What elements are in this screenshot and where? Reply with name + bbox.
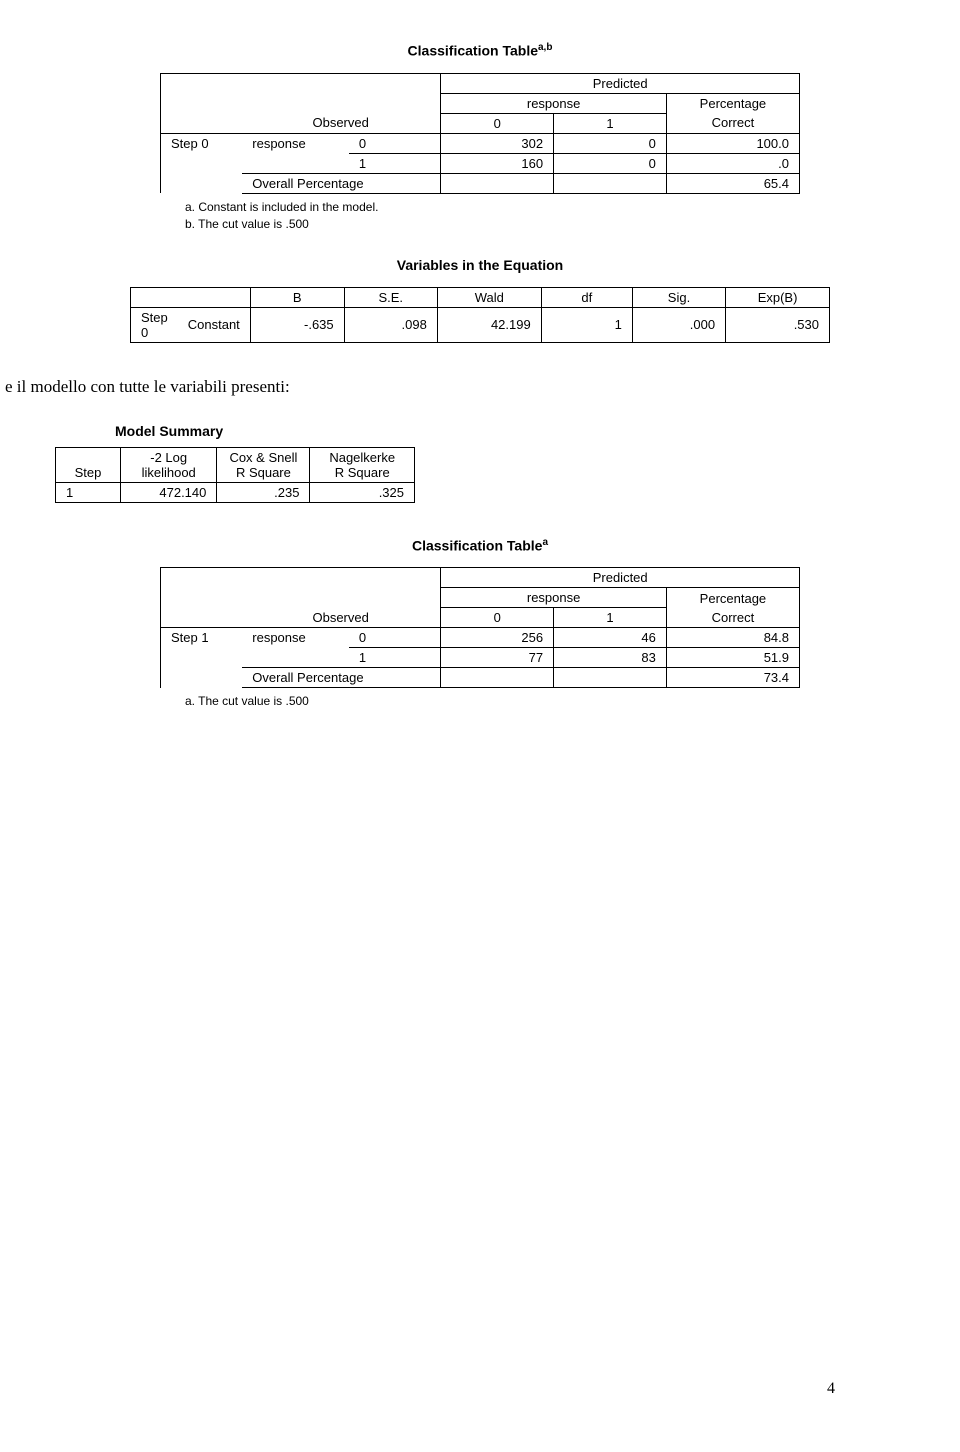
variables-equation-table: B S.E. Wald df Sig. Exp(B) Step 0 Consta… [130,287,830,343]
col-sig: Sig. [632,287,725,307]
row0-label: 0 [349,628,441,648]
title-sup: a,b [538,42,552,53]
response-header: response [441,588,667,608]
nk-val: .325 [310,482,415,502]
col-2ll-1: -2 Log [150,450,187,465]
correct-header: Correct [666,608,799,628]
row0-col1: 46 [554,628,667,648]
col-wald: Wald [437,287,541,307]
footnote-b: b. The cut value is .500 [185,217,905,231]
observed-header: Observed [161,608,441,628]
percentage-header: Percentage [666,93,799,113]
page-number: 4 [827,1380,835,1398]
response-row-label: response [242,133,349,173]
val-sig: .000 [632,307,725,342]
predicted-header: Predicted [441,73,800,93]
col-0-header: 0 [441,113,554,133]
classification-table-2-title: Classification Tablea [55,537,905,554]
row0-pct: 84.8 [666,628,799,648]
col-1-header: 1 [554,608,667,628]
step-label: Step 0 [131,307,178,342]
variables-equation-title: Variables in the Equation [55,257,905,273]
title-text: Classification Table [408,43,538,59]
title-text: Classification Table [412,537,542,553]
row1-pct: 51.9 [666,648,799,668]
col-exp: Exp(B) [726,287,830,307]
row0-col0: 302 [441,133,554,153]
val-exp: .530 [726,307,830,342]
overall-label: Overall Percentage [242,668,441,688]
model-summary-table: Step -2 Log likelihood Cox & Snell R Squ… [55,447,415,503]
row1-col0: 77 [441,648,554,668]
row1-col1: 0 [554,153,667,173]
col-b: B [250,287,344,307]
constant-label: Constant [178,307,251,342]
col-cs-2: R Square [236,465,291,480]
classification-table-1: Predicted response Percentage Observed 0… [160,73,800,194]
step-val: 1 [56,482,121,502]
overall-pct: 65.4 [666,173,799,193]
row0-label: 0 [349,133,441,153]
col-cs-1: Cox & Snell [229,450,297,465]
row0-col1: 0 [554,133,667,153]
correct-header: Correct [666,113,799,133]
row1-label: 1 [349,648,441,668]
row1-col1: 83 [554,648,667,668]
col-0-header: 0 [441,608,554,628]
cs-val: .235 [217,482,310,502]
footnote-a: a. The cut value is .500 [185,694,905,708]
val-df: 1 [541,307,632,342]
val-se: .098 [344,307,437,342]
body-paragraph: e il modello con tutte le variabili pres… [5,377,905,397]
response-header: response [441,93,667,113]
ll-val: 472.140 [121,482,217,502]
row0-col0: 256 [441,628,554,648]
classification-table-2: Predicted response Percentage Observed 0… [160,567,800,688]
step-label: Step 1 [161,628,243,688]
val-wald: 42.199 [437,307,541,342]
observed-header: Observed [161,113,441,133]
col-nk-1: Nagelkerke [329,450,395,465]
model-summary-title: Model Summary [115,423,905,439]
page: Classification Tablea,b Predicted respon… [55,42,905,1422]
col-1-header: 1 [554,113,667,133]
step-label: Step 0 [161,133,243,193]
response-row-label: response [242,628,349,668]
overall-pct: 73.4 [666,668,799,688]
overall-label: Overall Percentage [242,173,441,193]
col-df: df [541,287,632,307]
val-b: -.635 [250,307,344,342]
col-2ll-2: likelihood [142,465,196,480]
row1-pct: .0 [666,153,799,173]
row1-label: 1 [349,153,441,173]
row1-col0: 160 [441,153,554,173]
row0-pct: 100.0 [666,133,799,153]
classification-table-1-title: Classification Tablea,b [55,42,905,59]
title-sup: a [542,537,548,548]
predicted-header: Predicted [441,568,800,588]
percentage-header: Percentage [666,588,799,608]
col-nk-2: R Square [335,465,390,480]
col-step: Step [56,447,121,482]
col-se: S.E. [344,287,437,307]
footnote-a: a. Constant is included in the model. [185,200,905,214]
